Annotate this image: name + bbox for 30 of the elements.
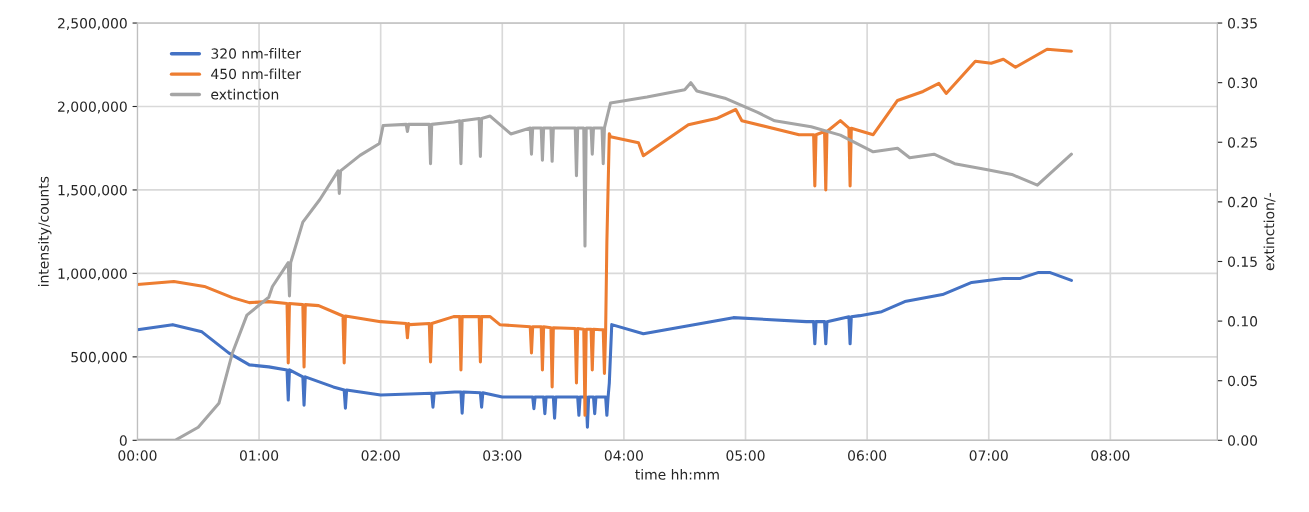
x-tick-label: 05:00 — [726, 450, 765, 461]
x-tick-label: 04:00 — [604, 450, 643, 461]
y2-tick-label: 0.10 — [1228, 316, 1258, 327]
y2-tick-label: 0.00 — [1228, 435, 1258, 446]
x-tick-label: 06:00 — [848, 450, 887, 461]
legend-label: extinction — [211, 88, 279, 100]
y-tick-label: 1,500,000 — [58, 184, 127, 197]
x-tick-label: 01:00 — [239, 450, 279, 461]
y-tick-label: 1,000,000 — [58, 268, 127, 281]
x-tick-label: 02:00 — [361, 450, 400, 461]
y2-axis-title: extinction/- — [1263, 193, 1276, 271]
y-tick-label: 500,000 — [71, 351, 127, 364]
y-tick-label: 2,500,000 — [58, 18, 127, 30]
line-series — [137, 270, 1073, 429]
y-axis-title: intensity/counts — [38, 176, 52, 287]
x-tick-label: 08:00 — [1091, 450, 1130, 461]
x-tick-label: 00:00 — [118, 450, 157, 461]
y2-tick-label: 0.15 — [1228, 256, 1257, 267]
legend-label: 450 nm-filter — [211, 68, 302, 80]
y-tick-label: 0 — [119, 435, 127, 446]
x-axis-title: time hh:mm — [635, 469, 719, 480]
y2-tick-label: 0.30 — [1228, 77, 1258, 89]
y-tick-label: 2,000,000 — [58, 101, 127, 114]
x-tick-label: 03:00 — [483, 450, 522, 461]
y2-tick-label: 0.25 — [1228, 137, 1257, 148]
y2-tick-label: 0.35 — [1228, 18, 1257, 29]
x-tick-label: 07:00 — [969, 450, 1008, 461]
legend-label: 320 nm-filter — [211, 48, 302, 59]
y2-tick-label: 0.05 — [1228, 375, 1257, 387]
y2-tick-label: 0.20 — [1228, 196, 1258, 208]
